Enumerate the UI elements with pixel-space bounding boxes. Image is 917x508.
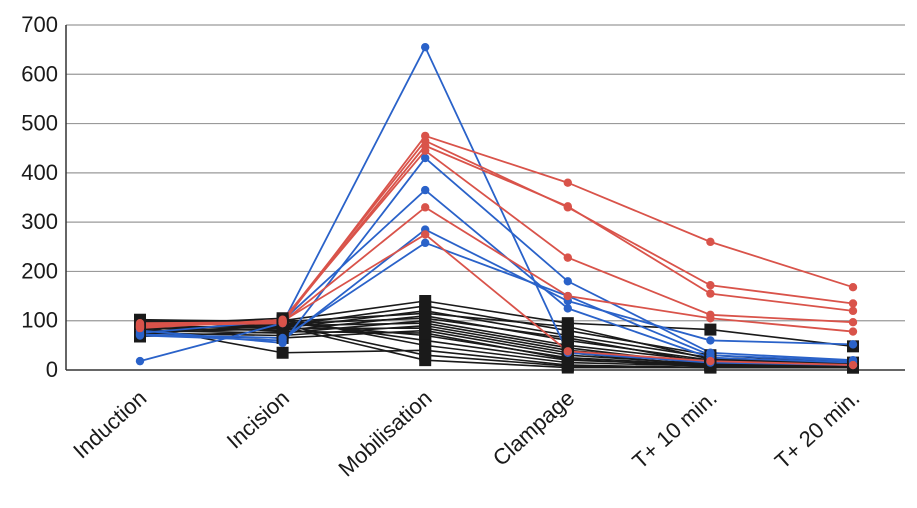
x-tick-labels: Induction Incision Mobilisation Clampage T+ … <box>68 385 864 481</box>
data-point-red <box>848 299 858 308</box>
data-point-red <box>421 230 430 239</box>
data-point-blue <box>421 185 430 195</box>
data-point-blue <box>421 42 430 52</box>
gridlines <box>66 24 905 322</box>
x-tick-label: Clampage <box>488 385 579 471</box>
data-point-red <box>848 317 858 327</box>
y-tick-label: 200 <box>21 258 58 283</box>
data-point-blue <box>421 238 430 248</box>
data-point-red <box>706 281 715 290</box>
x-tick-label: Induction <box>68 385 151 463</box>
x-tick-label: T+ 20 min. <box>770 385 864 474</box>
data-point-blue <box>848 340 858 349</box>
series-line-black <box>139 325 853 369</box>
series-line-blue <box>139 241 854 363</box>
data-point-blue <box>706 351 715 360</box>
data-point-black <box>561 353 574 366</box>
data-point-red <box>421 203 430 212</box>
y-tick-labels: 0 100 200 300 400 500 600 700 <box>21 12 58 382</box>
axes <box>65 25 905 371</box>
data-point-red <box>848 283 858 292</box>
data-point-red <box>706 289 715 298</box>
y-tick-label: 600 <box>21 61 58 86</box>
series-line-black <box>139 322 854 368</box>
y-tick-label: 400 <box>21 160 58 185</box>
data-point-black <box>561 320 574 333</box>
y-tick-label: 700 <box>21 12 58 37</box>
data-point-blue <box>563 304 572 313</box>
data-point-red <box>563 291 572 301</box>
y-tick-label: 500 <box>21 111 58 136</box>
data-point-blue <box>706 336 715 345</box>
data-point-blue <box>278 333 287 343</box>
data-point-black <box>704 323 717 336</box>
x-tick-label: Mobilisation <box>333 385 436 481</box>
series-markers <box>134 42 859 374</box>
data-point-red <box>848 360 858 370</box>
data-point-blue <box>563 277 572 286</box>
data-point-red <box>563 178 572 187</box>
series-line-blue <box>139 156 854 362</box>
data-point-red <box>563 253 572 262</box>
data-point-red <box>135 322 145 332</box>
data-point-red <box>563 347 572 356</box>
series-line-red <box>139 134 854 327</box>
data-point-red <box>848 306 858 316</box>
y-tick-label: 100 <box>21 308 58 333</box>
data-point-red <box>563 202 572 211</box>
data-point-red <box>706 237 715 247</box>
series-line-blue <box>139 228 854 346</box>
data-point-black <box>276 346 289 359</box>
data-point-black <box>419 327 432 340</box>
data-point-blue <box>421 153 430 163</box>
data-point-red <box>421 146 430 155</box>
series-line-black <box>139 330 854 369</box>
data-point-black <box>276 325 289 338</box>
data-point-black <box>561 331 574 344</box>
series-lines <box>139 45 854 369</box>
data-point-red <box>278 317 287 326</box>
series-line-red <box>139 233 854 366</box>
series-line-blue <box>139 45 854 366</box>
x-tick-label: Incision <box>222 385 294 453</box>
data-point-red <box>706 356 715 366</box>
y-tick-label: 0 <box>46 357 58 382</box>
data-point-red <box>848 327 858 336</box>
data-point-black <box>419 354 432 367</box>
x-tick-label: T+ 10 min. <box>627 385 721 474</box>
y-tick-label: 300 <box>21 209 58 234</box>
data-point-blue <box>135 356 145 366</box>
series-line-red <box>139 149 854 330</box>
data-point-red <box>706 314 715 323</box>
data-point-blue <box>135 330 145 339</box>
